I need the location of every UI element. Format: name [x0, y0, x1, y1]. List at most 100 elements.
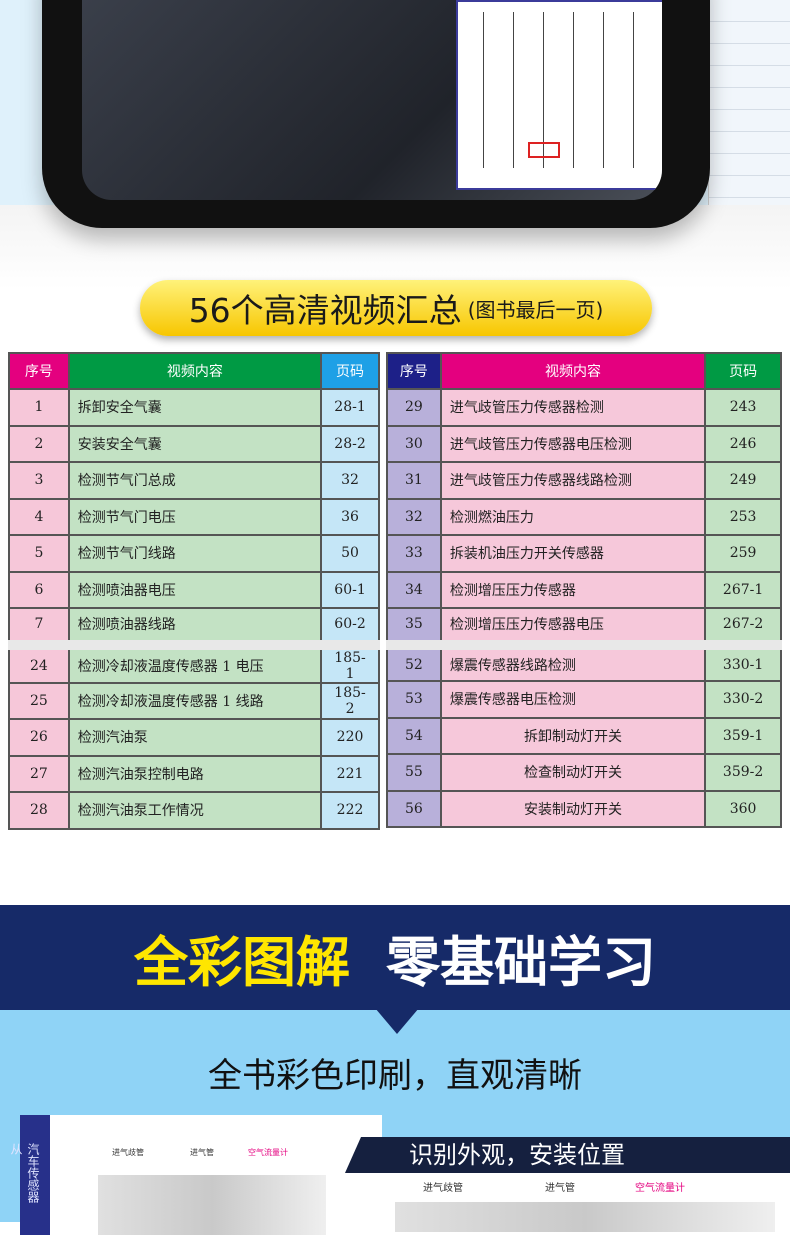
page-cell: 259 [704, 534, 782, 573]
header-cell: 序号 [386, 352, 442, 390]
seq-cell: 4 [8, 497, 70, 536]
content-cell: 进气歧管压力传感器电压检测 [439, 424, 707, 463]
table-row: 54 拆卸制动灯开关 359-1 [386, 716, 782, 755]
header-cell: 页码 [704, 352, 782, 390]
content-cell: 检测汽油泵工作情况 [67, 791, 323, 830]
content-cell: 爆震传感器电压检测 [439, 680, 707, 719]
banner-yellow-text: 全彩图解 [134, 931, 350, 994]
video-screenshot [82, 0, 662, 200]
page-cell: 222 [320, 791, 380, 830]
title-note: (图书最后一页) [467, 297, 604, 322]
feature-banner: 全彩图解 零基础学习 [0, 905, 790, 1010]
seq-cell: 3 [8, 461, 70, 500]
page-cell: 249 [704, 461, 782, 500]
table-row: 56 安装制动灯开关 360 [386, 789, 782, 828]
table-row: 29 进气歧管压力传感器检测 243 [386, 388, 782, 427]
table-row: 34 检测增压压力传感器 267-1 [386, 570, 782, 609]
label-intake-pipe: 进气管 [545, 1183, 575, 1194]
content-cell: 检测增压压力传感器 [439, 570, 707, 609]
book-page-preview: 汽车传感器从 进气歧管 进气管 空气流量计 [9, 1115, 382, 1235]
page-cell: 28-2 [320, 424, 380, 463]
page-cell: 36 [320, 497, 380, 536]
seq-cell: 5 [8, 534, 70, 573]
table-row: 33 拆装机油压力开关传感器 259 [386, 534, 782, 573]
phone-mockup [42, 0, 710, 228]
section-title: 识别外观，安装位置 [345, 1137, 790, 1173]
header-cell: 页码 [320, 352, 380, 390]
page-cell: 185-1 [320, 639, 380, 684]
content-cell: 检测汽油泵控制电路 [67, 754, 323, 793]
seq-cell: 53 [386, 680, 442, 719]
content-cell: 拆卸制动灯开关 [439, 716, 707, 755]
content-cell: 检测冷却液温度传感器 1 电压 [67, 639, 323, 684]
page-cell: 253 [704, 497, 782, 536]
engine-photo [395, 1202, 775, 1232]
table-row: 30 进气歧管压力传感器电压检测 246 [386, 424, 782, 463]
table-row: 1 拆卸安全气囊 28-1 [8, 388, 380, 427]
table-header: 序号 视频内容 页码 [386, 352, 782, 390]
seq-cell: 27 [8, 754, 70, 793]
book-spine-text: 汽车传感器从 [9, 1115, 50, 1235]
content-cell: 检测节气门电压 [67, 497, 323, 536]
table-row: 2 安装安全气囊 28-2 [8, 424, 380, 463]
wiring-diagram [456, 0, 662, 190]
content-cell: 拆装机油压力开关传感器 [439, 534, 707, 573]
page-cell: 60-1 [320, 570, 380, 609]
label-intake-manifold: 进气歧管 [112, 1148, 144, 1157]
seq-cell: 52 [386, 639, 442, 682]
content-cell: 检测冷却液温度传感器 1 线路 [67, 681, 323, 720]
page-cell: 60-2 [320, 607, 380, 646]
label-air-flow-meter: 空气流量计 [248, 1148, 288, 1157]
label-intake-manifold: 进气歧管 [423, 1183, 463, 1194]
table-row: 25 检测冷却液温度传感器 1 线路 185-2 [8, 681, 380, 720]
page-cell: 246 [704, 424, 782, 463]
phone-showcase [0, 0, 790, 290]
table-row: 5 检测节气门线路 50 [8, 534, 380, 573]
content-cell: 检测增压压力传感器电压 [439, 607, 707, 646]
down-arrow-icon [375, 1008, 419, 1034]
video-table-right: 序号 视频内容 页码 29 进气歧管压力传感器检测 243 30 进气歧管压力传感器电压检测 2… [386, 352, 782, 828]
subtitle: 全书彩色印刷，直观清晰 [208, 1056, 582, 1096]
table-row: 6 检测喷油器电压 60-1 [8, 570, 380, 609]
page-cell: 221 [320, 754, 380, 793]
label-intake-pipe: 进气管 [190, 1148, 214, 1157]
page-cell: 359-2 [704, 753, 782, 792]
seq-cell: 28 [8, 791, 70, 830]
seq-cell: 34 [386, 570, 442, 609]
seq-cell: 1 [8, 388, 70, 427]
page-cell: 50 [320, 534, 380, 573]
content-cell: 检查制动灯开关 [439, 753, 707, 792]
seq-cell: 31 [386, 461, 442, 500]
page-cell: 359-1 [704, 716, 782, 755]
seq-cell: 24 [8, 639, 70, 684]
content-cell: 检测喷油器电压 [67, 570, 323, 609]
content-cell: 检测汽油泵 [67, 718, 323, 757]
header-cell: 序号 [8, 352, 70, 390]
page-cell: 243 [704, 388, 782, 427]
table-row: 31 进气歧管压力传感器线路检测 249 [386, 461, 782, 500]
engine-photo [98, 1175, 326, 1235]
book-page-preview-2: 识别外观，安装位置 进气歧管 进气管 空气流量计 [345, 1137, 790, 1232]
content-cell: 检测节气门线路 [67, 534, 323, 573]
page-cell: 330-2 [704, 680, 782, 719]
content-cell: 进气歧管压力传感器检测 [439, 388, 707, 427]
seq-cell: 29 [386, 388, 442, 427]
page-cell: 267-1 [704, 570, 782, 609]
seq-cell: 33 [386, 534, 442, 573]
video-table-left: 序号 视频内容 页码 1 拆卸安全气囊 28-1 2 安装安全气囊 28-2 3 检测节气门总成 32… [8, 352, 380, 830]
table-row: 55 检查制动灯开关 359-2 [386, 753, 782, 792]
seq-cell: 7 [8, 607, 70, 646]
seq-cell: 56 [386, 789, 442, 828]
page-cell: 267-2 [704, 607, 782, 646]
header-cell: 视频内容 [67, 352, 323, 390]
title-main: 56个高清视频汇总 [188, 291, 462, 330]
table-row: 27 检测汽油泵控制电路 221 [8, 754, 380, 793]
seq-cell: 32 [386, 497, 442, 536]
table-row: 3 检测节气门总成 32 [8, 461, 380, 500]
table-row: 53 爆震传感器电压检测 330-2 [386, 680, 782, 719]
table-row: 7 检测喷油器线路 60-2 [8, 607, 380, 646]
page-cell: 185-2 [320, 681, 380, 720]
table-row: 52 爆震传感器线路检测 330-1 [386, 639, 782, 682]
page-cell: 220 [320, 718, 380, 757]
seq-cell: 6 [8, 570, 70, 609]
